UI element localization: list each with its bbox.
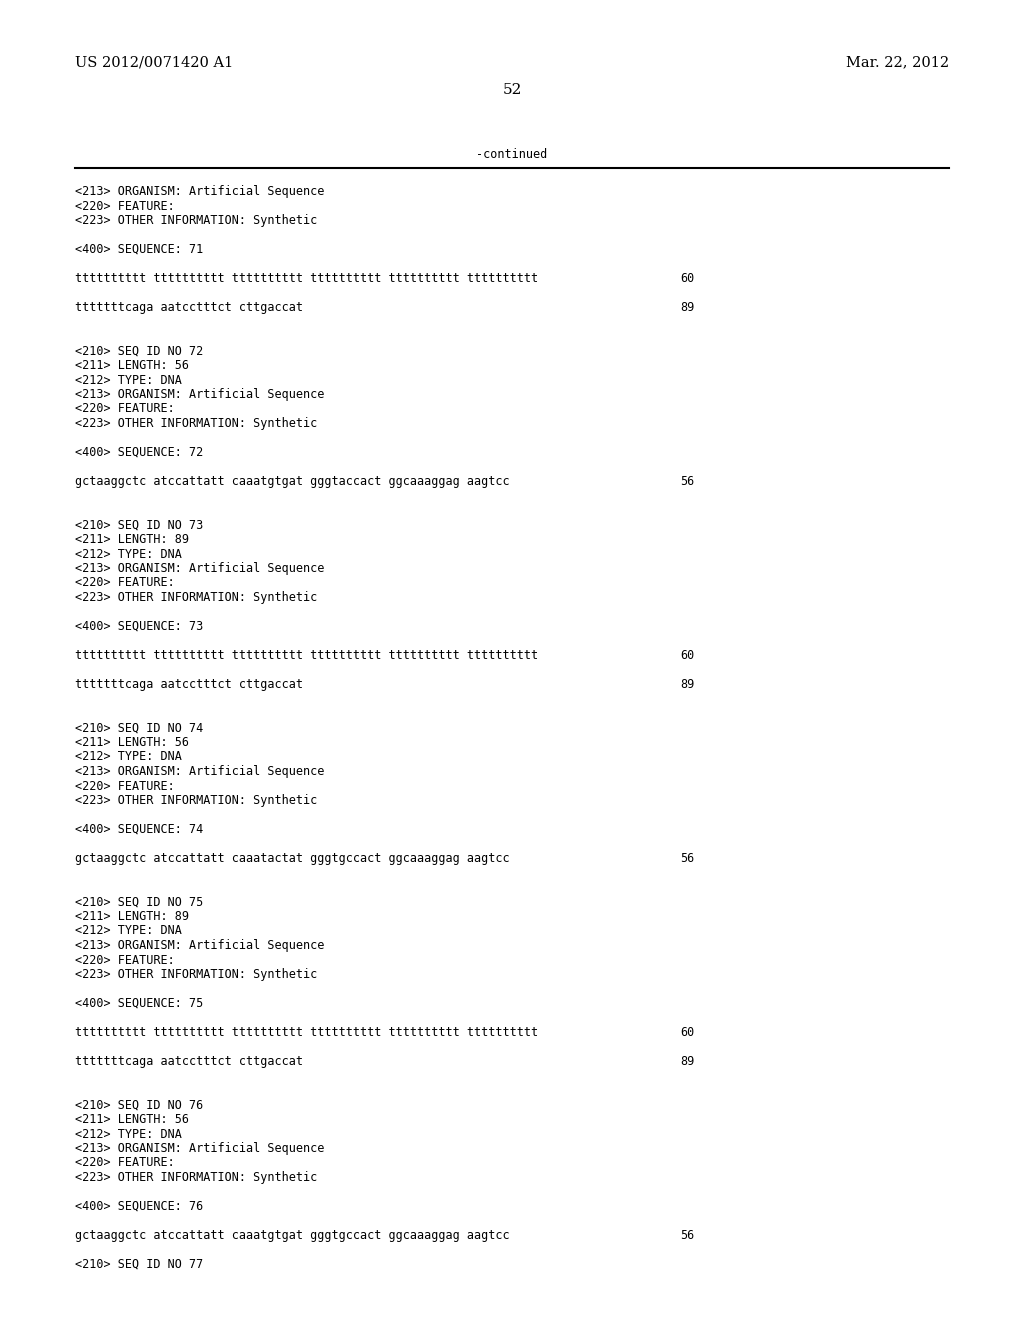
Text: 89: 89 xyxy=(680,301,694,314)
Text: <212> TYPE: DNA: <212> TYPE: DNA xyxy=(75,751,182,763)
Text: 89: 89 xyxy=(680,1055,694,1068)
Text: <210> SEQ ID NO 77: <210> SEQ ID NO 77 xyxy=(75,1258,203,1271)
Text: <223> OTHER INFORMATION: Synthetic: <223> OTHER INFORMATION: Synthetic xyxy=(75,591,317,605)
Text: gctaaggctc atccattatt caaatgtgat gggtaccact ggcaaaggag aagtcc: gctaaggctc atccattatt caaatgtgat gggtacc… xyxy=(75,475,510,488)
Text: <212> TYPE: DNA: <212> TYPE: DNA xyxy=(75,548,182,561)
Text: <223> OTHER INFORMATION: Synthetic: <223> OTHER INFORMATION: Synthetic xyxy=(75,795,317,807)
Text: <220> FEATURE:: <220> FEATURE: xyxy=(75,577,175,590)
Text: <400> SEQUENCE: 76: <400> SEQUENCE: 76 xyxy=(75,1200,203,1213)
Text: <210> SEQ ID NO 76: <210> SEQ ID NO 76 xyxy=(75,1098,203,1111)
Text: <211> LENGTH: 89: <211> LENGTH: 89 xyxy=(75,533,189,546)
Text: <210> SEQ ID NO 72: <210> SEQ ID NO 72 xyxy=(75,345,203,358)
Text: <220> FEATURE:: <220> FEATURE: xyxy=(75,1156,175,1170)
Text: <210> SEQ ID NO 73: <210> SEQ ID NO 73 xyxy=(75,519,203,532)
Text: 52: 52 xyxy=(503,83,521,96)
Text: 56: 56 xyxy=(680,1229,694,1242)
Text: <220> FEATURE:: <220> FEATURE: xyxy=(75,199,175,213)
Text: gctaaggctc atccattatt caaatactat gggtgccact ggcaaaggag aagtcc: gctaaggctc atccattatt caaatactat gggtgcc… xyxy=(75,851,510,865)
Text: <211> LENGTH: 89: <211> LENGTH: 89 xyxy=(75,909,189,923)
Text: <400> SEQUENCE: 74: <400> SEQUENCE: 74 xyxy=(75,822,203,836)
Text: <400> SEQUENCE: 73: <400> SEQUENCE: 73 xyxy=(75,620,203,634)
Text: <211> LENGTH: 56: <211> LENGTH: 56 xyxy=(75,737,189,748)
Text: US 2012/0071420 A1: US 2012/0071420 A1 xyxy=(75,55,233,69)
Text: <213> ORGANISM: Artificial Sequence: <213> ORGANISM: Artificial Sequence xyxy=(75,388,325,401)
Text: tttttttcaga aatcctttct cttgaccat: tttttttcaga aatcctttct cttgaccat xyxy=(75,1055,303,1068)
Text: <400> SEQUENCE: 71: <400> SEQUENCE: 71 xyxy=(75,243,203,256)
Text: tttttttttt tttttttttt tttttttttt tttttttttt tttttttttt tttttttttt: tttttttttt tttttttttt tttttttttt ttttttt… xyxy=(75,1026,539,1039)
Text: tttttttttt tttttttttt tttttttttt tttttttttt tttttttttt tttttttttt: tttttttttt tttttttttt tttttttttt ttttttt… xyxy=(75,272,539,285)
Text: <400> SEQUENCE: 72: <400> SEQUENCE: 72 xyxy=(75,446,203,459)
Text: <212> TYPE: DNA: <212> TYPE: DNA xyxy=(75,1127,182,1140)
Text: 60: 60 xyxy=(680,272,694,285)
Text: tttttttcaga aatcctttct cttgaccat: tttttttcaga aatcctttct cttgaccat xyxy=(75,678,303,690)
Text: <220> FEATURE:: <220> FEATURE: xyxy=(75,403,175,416)
Text: <223> OTHER INFORMATION: Synthetic: <223> OTHER INFORMATION: Synthetic xyxy=(75,214,317,227)
Text: 60: 60 xyxy=(680,1026,694,1039)
Text: tttttttttt tttttttttt tttttttttt tttttttttt tttttttttt tttttttttt: tttttttttt tttttttttt tttttttttt ttttttt… xyxy=(75,649,539,663)
Text: gctaaggctc atccattatt caaatgtgat gggtgccact ggcaaaggag aagtcc: gctaaggctc atccattatt caaatgtgat gggtgcc… xyxy=(75,1229,510,1242)
Text: <220> FEATURE:: <220> FEATURE: xyxy=(75,953,175,966)
Text: <211> LENGTH: 56: <211> LENGTH: 56 xyxy=(75,1113,189,1126)
Text: <211> LENGTH: 56: <211> LENGTH: 56 xyxy=(75,359,189,372)
Text: <223> OTHER INFORMATION: Synthetic: <223> OTHER INFORMATION: Synthetic xyxy=(75,417,317,430)
Text: <400> SEQUENCE: 75: <400> SEQUENCE: 75 xyxy=(75,997,203,1010)
Text: -continued: -continued xyxy=(476,148,548,161)
Text: <210> SEQ ID NO 75: <210> SEQ ID NO 75 xyxy=(75,895,203,908)
Text: <213> ORGANISM: Artificial Sequence: <213> ORGANISM: Artificial Sequence xyxy=(75,939,325,952)
Text: 60: 60 xyxy=(680,649,694,663)
Text: tttttttcaga aatcctttct cttgaccat: tttttttcaga aatcctttct cttgaccat xyxy=(75,301,303,314)
Text: <223> OTHER INFORMATION: Synthetic: <223> OTHER INFORMATION: Synthetic xyxy=(75,1171,317,1184)
Text: <220> FEATURE:: <220> FEATURE: xyxy=(75,780,175,792)
Text: <223> OTHER INFORMATION: Synthetic: <223> OTHER INFORMATION: Synthetic xyxy=(75,968,317,981)
Text: <213> ORGANISM: Artificial Sequence: <213> ORGANISM: Artificial Sequence xyxy=(75,185,325,198)
Text: 56: 56 xyxy=(680,851,694,865)
Text: <213> ORGANISM: Artificial Sequence: <213> ORGANISM: Artificial Sequence xyxy=(75,1142,325,1155)
Text: 56: 56 xyxy=(680,475,694,488)
Text: <210> SEQ ID NO 74: <210> SEQ ID NO 74 xyxy=(75,722,203,734)
Text: <212> TYPE: DNA: <212> TYPE: DNA xyxy=(75,924,182,937)
Text: <213> ORGANISM: Artificial Sequence: <213> ORGANISM: Artificial Sequence xyxy=(75,766,325,777)
Text: 89: 89 xyxy=(680,678,694,690)
Text: <213> ORGANISM: Artificial Sequence: <213> ORGANISM: Artificial Sequence xyxy=(75,562,325,576)
Text: Mar. 22, 2012: Mar. 22, 2012 xyxy=(846,55,949,69)
Text: <212> TYPE: DNA: <212> TYPE: DNA xyxy=(75,374,182,387)
